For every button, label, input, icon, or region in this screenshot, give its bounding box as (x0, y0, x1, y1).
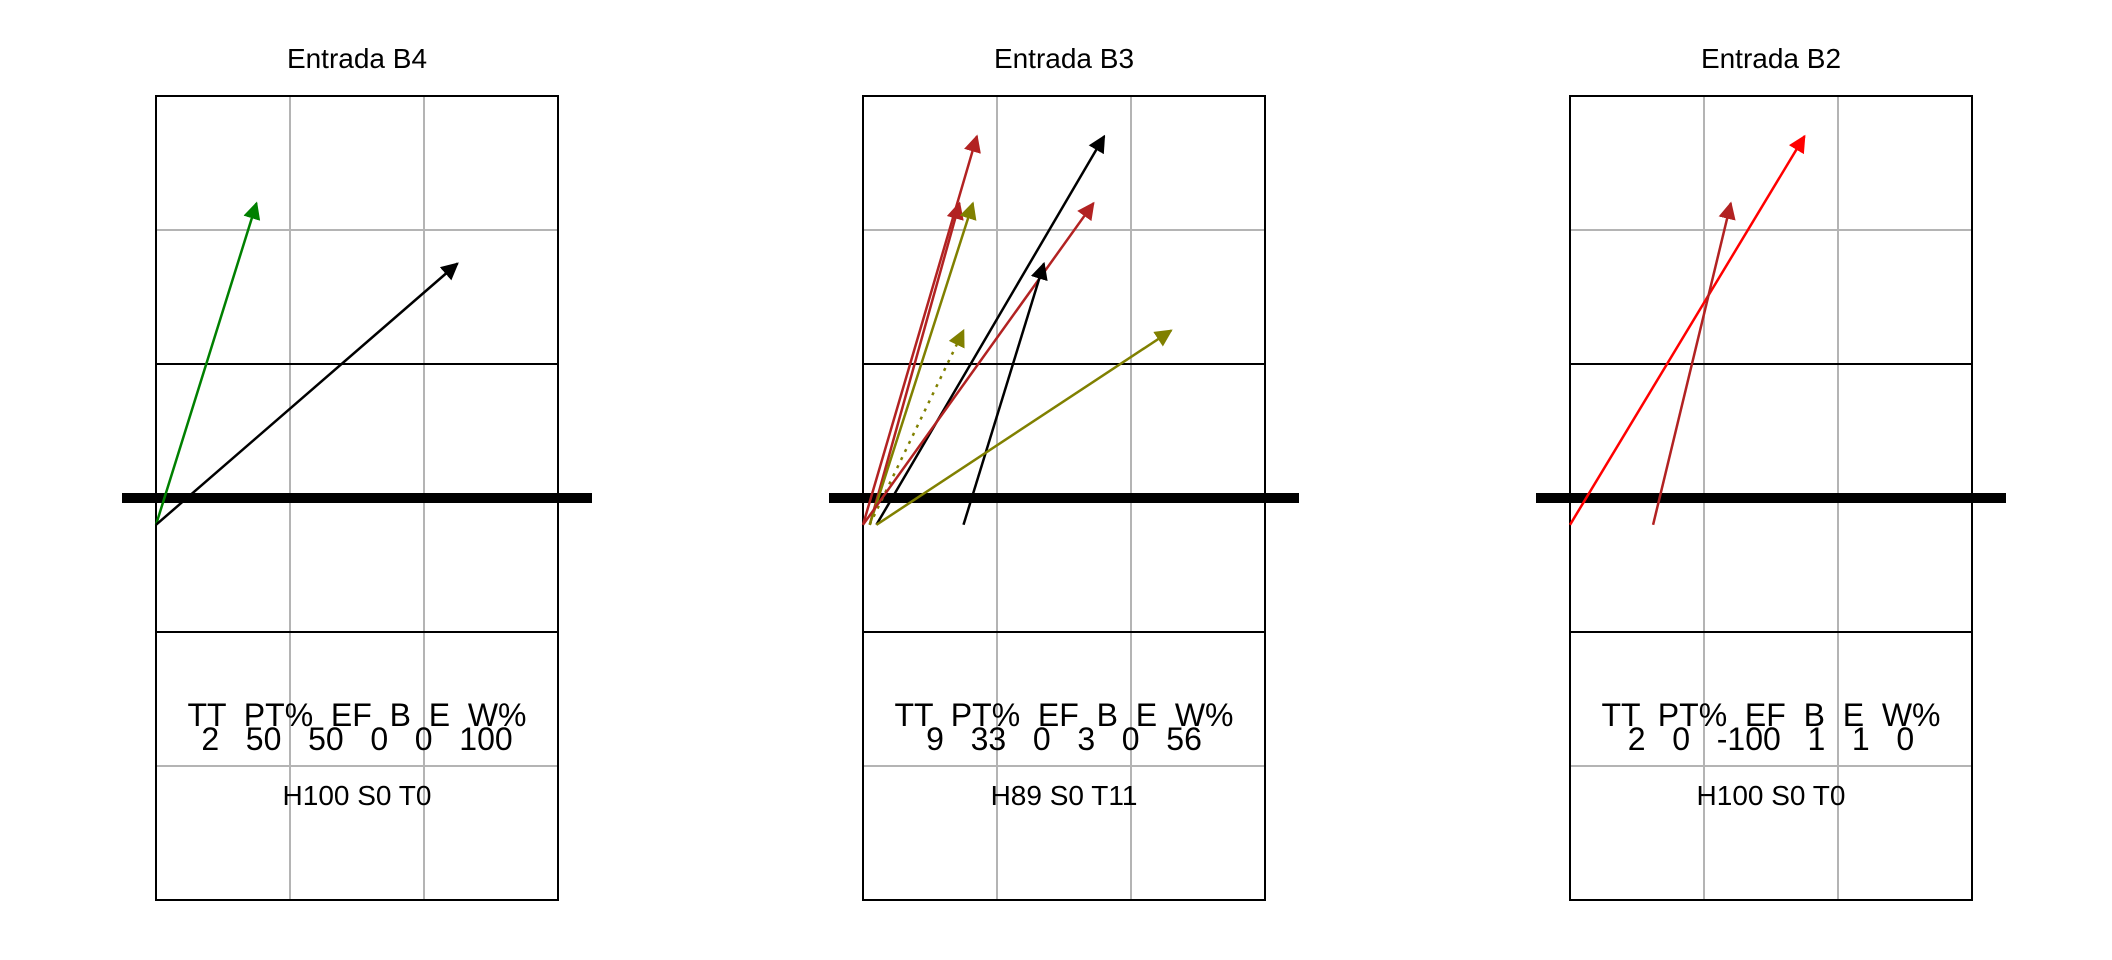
attack-arrow (875, 329, 1173, 526)
panel-title: Entrada B2 (1701, 43, 1841, 74)
court-diagram (122, 95, 592, 901)
stats-header: TT PT% EF B E W% (188, 697, 527, 733)
attack-arrow (154, 201, 261, 526)
attack-arrow (868, 201, 964, 526)
stats-values: 2 50 50 0 0 100 (201, 721, 512, 757)
summary-line: H89 S0 T11 (991, 780, 1138, 811)
court-panel-b4: Entrada B4 TT PT% EF B E W% 2 50 50 0 0 … (122, 43, 592, 901)
arrow-group (154, 201, 459, 526)
court-panel-b2: Entrada B2 TT PT% EF B E W% 2 0 -100 1 1… (1536, 43, 2006, 901)
summary-line: H100 S0 T0 (283, 780, 432, 811)
panel-title: Entrada B4 (287, 43, 427, 74)
court-panel-b3: Entrada B3 TT PT% EF B E W% 9 33 0 3 0 5… (829, 43, 1299, 901)
court-diagram (829, 95, 1299, 901)
attack-arrow (861, 201, 1095, 526)
attack-arrow (1568, 134, 1806, 526)
panel-title: Entrada B3 (994, 43, 1134, 74)
attack-arrow (1651, 201, 1736, 526)
court-diagram (1536, 95, 2006, 901)
attack-arrow (861, 134, 981, 526)
stats-values: 9 33 0 3 0 56 (926, 721, 1202, 757)
stats-header: TT PT% EF B E W% (1602, 697, 1941, 733)
attack-arrow (962, 261, 1048, 526)
stats-header: TT PT% EF B E W% (895, 697, 1234, 733)
attack-arrow (875, 134, 1106, 526)
arrow-group (1568, 134, 1806, 526)
stats-values: 2 0 -100 1 1 0 (1628, 721, 1914, 757)
summary-line: H100 S0 T0 (1697, 780, 1846, 811)
attack-arrow (868, 201, 977, 526)
attack-arrow (155, 262, 459, 526)
arrow-group (861, 134, 1173, 526)
